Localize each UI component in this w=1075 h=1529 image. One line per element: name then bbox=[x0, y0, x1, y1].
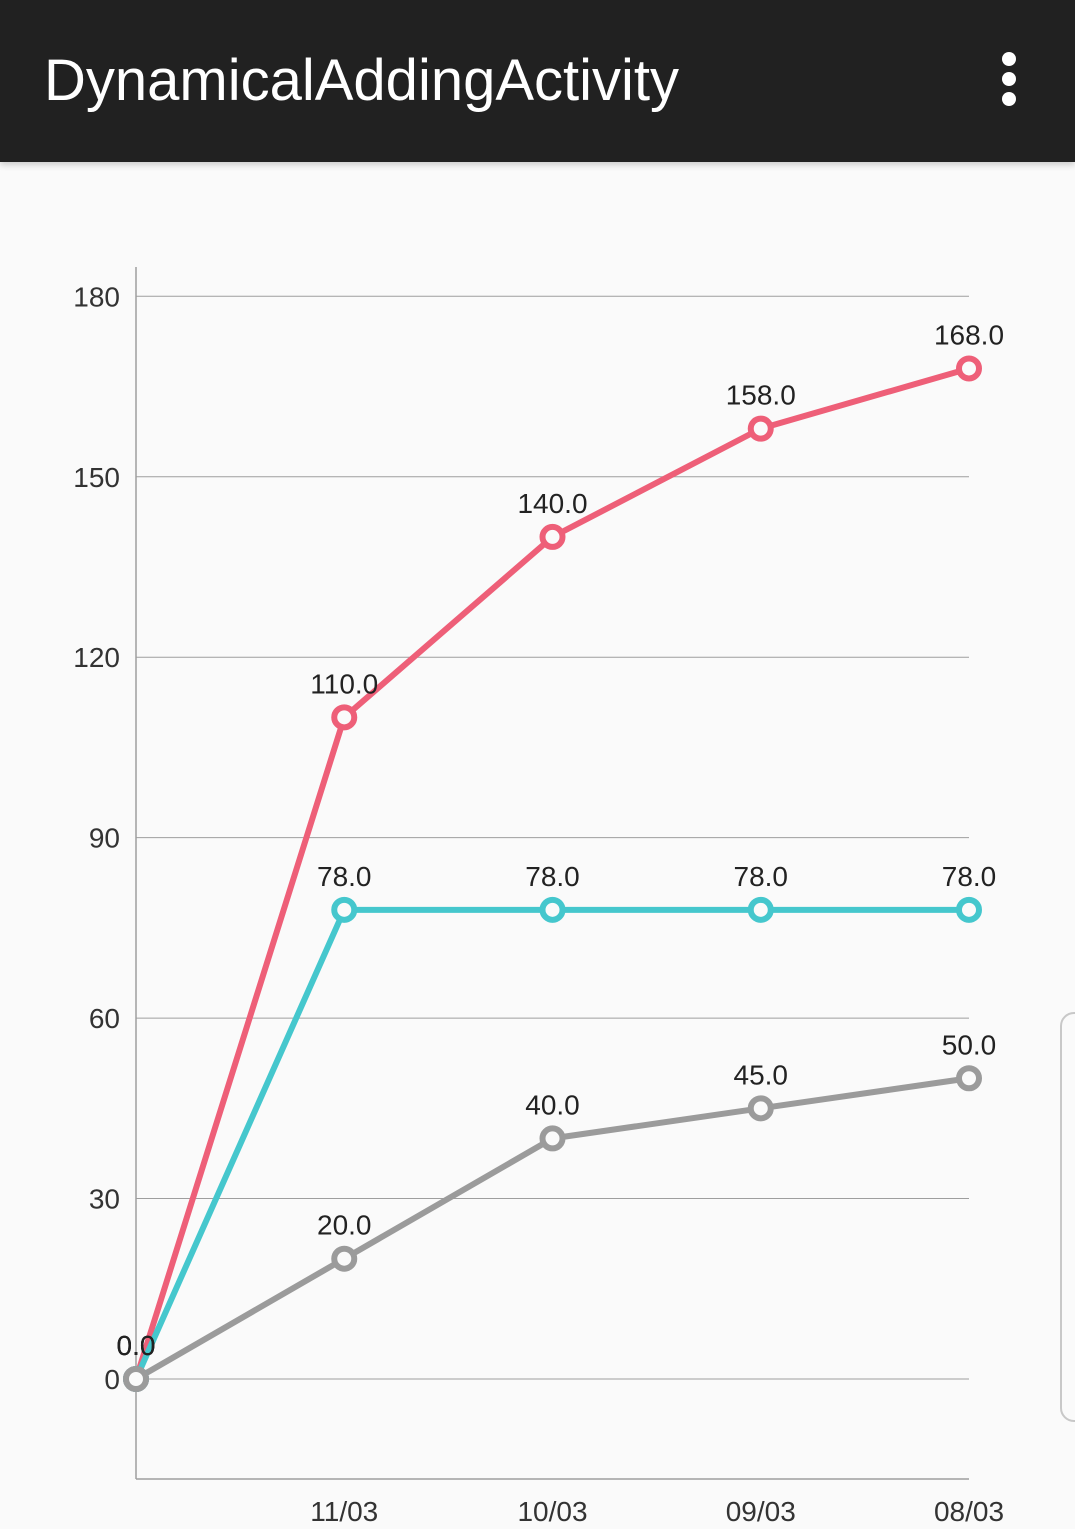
data-point bbox=[747, 415, 774, 442]
x-tick-label: 11/03 bbox=[310, 1496, 378, 1527]
y-tick-label: 120 bbox=[73, 642, 120, 673]
data-label: 45.0 bbox=[734, 1059, 789, 1090]
x-tick-label: 10/03 bbox=[517, 1496, 587, 1527]
data-label: 0.0 bbox=[117, 1330, 156, 1361]
more-vert-icon bbox=[1002, 52, 1016, 106]
data-label: 78.0 bbox=[525, 861, 580, 892]
data-label: 0.0 bbox=[117, 1330, 156, 1361]
data-point bbox=[956, 896, 982, 923]
y-tick-label: 90 bbox=[89, 823, 120, 854]
edge-panel-handle[interactable] bbox=[1060, 1012, 1075, 1422]
data-point bbox=[539, 1125, 566, 1152]
x-tick-label: 08/03 bbox=[934, 1496, 1004, 1527]
data-label: 78.0 bbox=[317, 861, 372, 892]
data-point bbox=[747, 896, 774, 923]
data-label: 40.0 bbox=[525, 1089, 580, 1120]
data-point bbox=[956, 1065, 982, 1092]
data-point bbox=[331, 896, 358, 923]
y-tick-label: 180 bbox=[73, 281, 120, 312]
data-point bbox=[956, 355, 982, 382]
y-tick-label: 0 bbox=[104, 1364, 120, 1395]
x-tick-label: 09/03 bbox=[726, 1496, 796, 1527]
data-label: 168.0 bbox=[934, 319, 1004, 350]
data-point bbox=[539, 896, 566, 923]
data-point bbox=[331, 704, 358, 731]
app-bar: DynamicalAddingActivity bbox=[0, 0, 1075, 162]
data-label: 20.0 bbox=[317, 1210, 372, 1241]
y-tick-label: 30 bbox=[89, 1184, 120, 1215]
data-point bbox=[331, 1245, 358, 1272]
data-label: 78.0 bbox=[734, 861, 789, 892]
data-point bbox=[539, 523, 566, 550]
data-point bbox=[123, 1366, 149, 1392]
data-label: 158.0 bbox=[726, 380, 796, 411]
app-title: DynamicalAddingActivity bbox=[44, 48, 680, 113]
series-line bbox=[133, 1075, 972, 1382]
data-label: 110.0 bbox=[310, 668, 378, 699]
data-point bbox=[747, 1095, 774, 1122]
data-label: 0.0 bbox=[117, 1330, 156, 1361]
overflow-menu-button[interactable] bbox=[985, 48, 1033, 112]
line-chart[interactable]: 0 30 60 90 120 150 180 11/03 10/03 09/03 08/03 0.0 1… bbox=[0, 162, 1075, 1529]
data-label: 50.0 bbox=[942, 1029, 997, 1060]
data-label: 78.0 bbox=[942, 861, 997, 892]
y-tick-label: 150 bbox=[73, 462, 120, 493]
data-label: 140.0 bbox=[517, 488, 587, 519]
y-tick-label: 60 bbox=[89, 1003, 120, 1034]
